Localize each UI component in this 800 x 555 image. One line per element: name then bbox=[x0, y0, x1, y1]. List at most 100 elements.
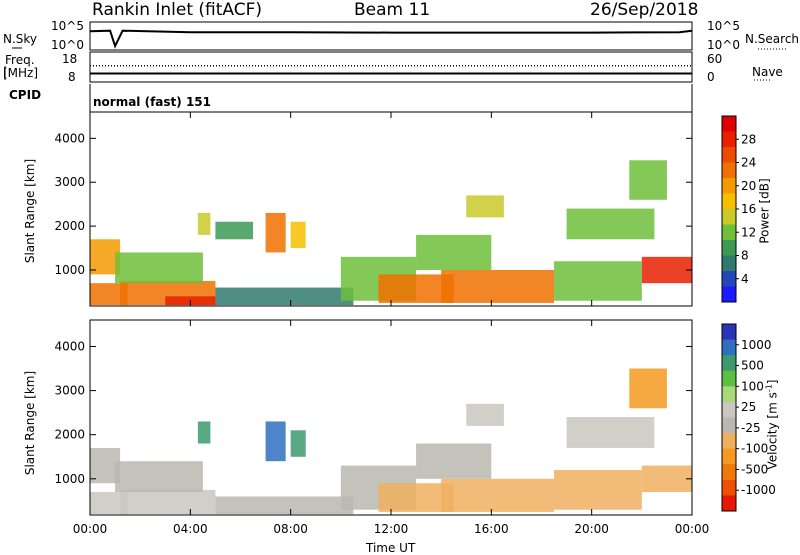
velocity-colorbar-label-sup: -1 bbox=[764, 384, 774, 393]
power-colorbar-cell bbox=[722, 147, 736, 163]
power-region bbox=[265, 212, 286, 253]
nave-tick-bottom: 0 bbox=[707, 70, 715, 84]
velocity-colorbar-cell bbox=[722, 339, 736, 356]
power-ytick-label: 2000 bbox=[54, 219, 85, 233]
power-colorbar-cell bbox=[722, 162, 736, 179]
velocity-region bbox=[90, 492, 128, 515]
velocity-colorbar-cell bbox=[722, 495, 736, 512]
velocity-colorbar-label: Velocity [m s-1] bbox=[764, 379, 780, 470]
power-colorbar-tick-label: 4 bbox=[741, 272, 749, 286]
velocity-colorbar-tick-label: 25 bbox=[741, 400, 756, 414]
velocity-colorbar-label-text: Velocity [m s bbox=[765, 392, 780, 470]
velocity-colorbar-cell bbox=[722, 448, 736, 465]
velocity-region bbox=[629, 368, 667, 409]
power-region bbox=[290, 221, 306, 249]
x-tick-label: 20:00 bbox=[574, 522, 609, 536]
power-ytick-label: 1000 bbox=[54, 263, 85, 277]
nsky-tick-top: 10^5 bbox=[51, 19, 84, 33]
velocity-region bbox=[265, 421, 286, 462]
velocity-colorbar-tick-label: 500 bbox=[741, 359, 764, 373]
power-colorbar-cell bbox=[722, 240, 736, 256]
power-ylabel: Slant Range [km] bbox=[23, 158, 38, 264]
power-region bbox=[197, 212, 211, 235]
velocity-region bbox=[441, 478, 555, 512]
velocity-colorbar-cell bbox=[722, 386, 736, 403]
power-colorbar-cell bbox=[722, 131, 736, 148]
x-tick-label: 04:00 bbox=[173, 522, 208, 536]
noise-panel-frame bbox=[89, 21, 693, 51]
velocity-region bbox=[290, 430, 306, 457]
velocity-colorbar-cell bbox=[722, 324, 736, 341]
velocity-region bbox=[115, 461, 203, 493]
freq-tick-bottom: 8 bbox=[68, 70, 76, 84]
velocity-region bbox=[215, 496, 354, 515]
x-tick-label: 00:00 bbox=[675, 522, 710, 536]
x-tick-label: 00:00 bbox=[73, 522, 108, 536]
velocity-ytick-label: 2000 bbox=[54, 428, 85, 442]
velocity-colorbar-cell bbox=[722, 401, 736, 418]
velocity-colorbar-cell bbox=[722, 370, 736, 387]
power-region bbox=[441, 270, 555, 303]
x-axis-title: Time UT bbox=[366, 541, 416, 555]
power-colorbar-cell bbox=[722, 116, 736, 132]
freq-panel-frame bbox=[89, 51, 693, 83]
power-ytick-label: 3000 bbox=[54, 175, 85, 189]
power-colorbar-cell bbox=[722, 255, 736, 272]
power-region bbox=[90, 239, 121, 275]
power-region bbox=[115, 252, 203, 284]
nave-label: Nave bbox=[752, 65, 783, 79]
freq-unit-label: [MHz] bbox=[3, 66, 39, 80]
cpid-label: CPID bbox=[9, 88, 42, 102]
velocity-colorbar-cell bbox=[722, 479, 736, 496]
velocity-colorbar-cell bbox=[722, 417, 736, 434]
power-region bbox=[629, 160, 667, 200]
velocity-region bbox=[90, 447, 121, 484]
beam-title: Beam 11 bbox=[354, 0, 431, 20]
power-colorbar-cell bbox=[722, 209, 736, 225]
x-tick-label: 16:00 bbox=[474, 522, 509, 536]
velocity-region bbox=[466, 403, 504, 426]
power-colorbar-tick-label: 12 bbox=[741, 225, 756, 239]
x-tick-label: 08:00 bbox=[273, 522, 308, 536]
power-region bbox=[90, 283, 128, 306]
nsky-label: N.Sky bbox=[3, 32, 38, 46]
power-region bbox=[641, 256, 692, 284]
velocity-colorbar-cell bbox=[722, 355, 736, 372]
power-ytick-label: 4000 bbox=[54, 131, 85, 145]
nsearch-label: N.Search bbox=[745, 32, 800, 46]
power-region bbox=[416, 234, 492, 271]
velocity-region bbox=[566, 417, 655, 448]
power-region bbox=[215, 287, 354, 306]
cpid-mode: normal (fast) 151 bbox=[93, 95, 211, 109]
power-colorbar-tick-label: 24 bbox=[741, 156, 756, 170]
velocity-ylabel: Slant Range [km] bbox=[23, 370, 38, 476]
power-colorbar-tick-label: 28 bbox=[741, 132, 756, 146]
velocity-region bbox=[120, 489, 216, 515]
nsearch-tick-top: 10^5 bbox=[707, 19, 740, 33]
station-title: Rankin Inlet (fitACF) bbox=[92, 0, 263, 20]
velocity-colorbar-label-end: ] bbox=[765, 379, 780, 385]
velocity-region bbox=[641, 465, 692, 493]
date-title: 26/Sep/2018 bbox=[590, 0, 699, 20]
power-heatmap-group bbox=[90, 160, 692, 306]
power-region bbox=[215, 221, 254, 240]
power-colorbar-tick-label: 16 bbox=[741, 202, 756, 216]
velocity-colorbar-tick-label: 100 bbox=[741, 379, 764, 393]
power-region bbox=[466, 195, 504, 218]
power-colorbar-cell bbox=[722, 178, 736, 194]
power-colorbar-cell bbox=[722, 286, 736, 303]
velocity-heatmap-group bbox=[90, 368, 692, 515]
freq-label: Freq. bbox=[5, 53, 35, 67]
power-colorbar-tick-label: 20 bbox=[741, 179, 756, 193]
power-region bbox=[554, 261, 642, 301]
velocity-colorbar-tick-label: -1000 bbox=[741, 483, 776, 497]
velocity-region bbox=[554, 470, 642, 510]
nave-tick-top: 60 bbox=[707, 52, 723, 66]
power-colorbar-tick-label: 8 bbox=[741, 249, 749, 263]
power-colorbar-cell bbox=[722, 271, 736, 287]
velocity-colorbar-tick-label: -500 bbox=[741, 462, 768, 476]
velocity-colorbar-tick-label: -100 bbox=[741, 442, 768, 456]
power-colorbar-cell bbox=[722, 224, 736, 241]
nsky-tick-bottom: 10^0 bbox=[51, 38, 84, 52]
